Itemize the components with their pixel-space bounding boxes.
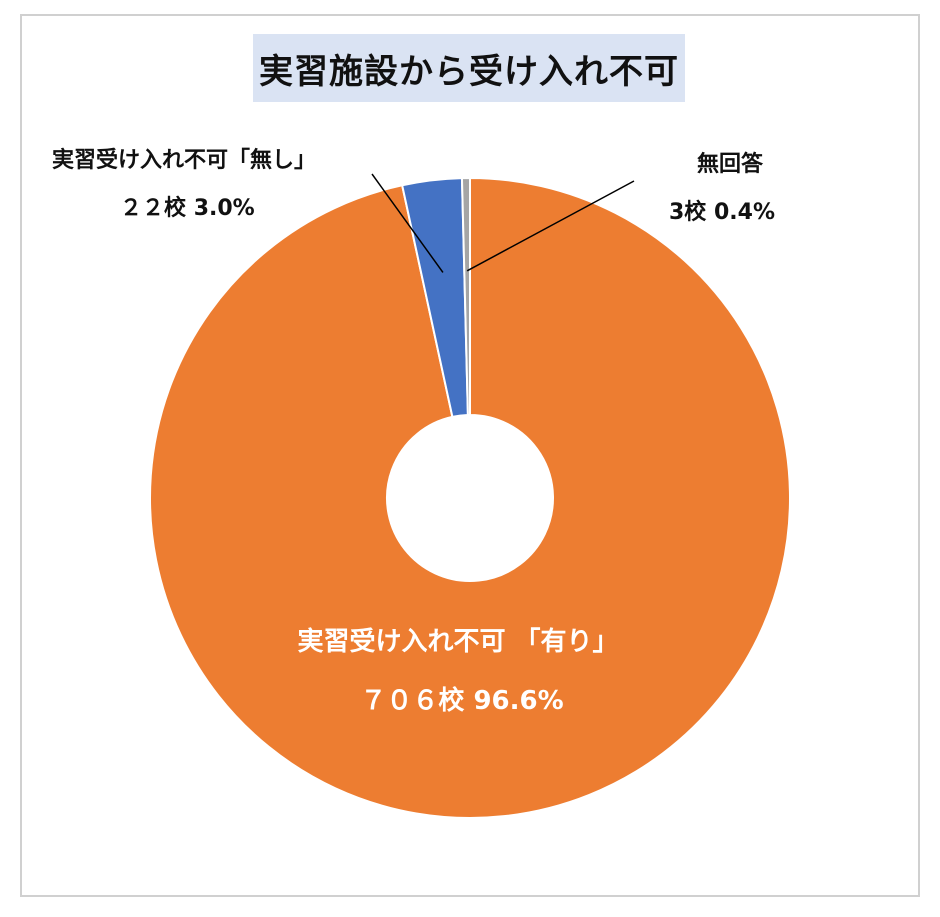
label-none-value: ２２校 3.0%: [120, 190, 255, 222]
label-yes-value: ７０６校 96.6%: [360, 680, 563, 717]
label-yes-name: 実習受け入れ不可 「有り」: [297, 627, 619, 657]
label-none-percent: 3.0%: [193, 196, 255, 221]
slice-na: [460, 176, 471, 417]
label-yes-count: ７０６校: [360, 686, 465, 716]
label-na-count: 3校: [669, 200, 707, 225]
chart-title-box: 実習施設から受け入れ不可: [253, 34, 685, 102]
leader-line-na: [466, 180, 635, 272]
label-yes-percent: 96.6%: [473, 686, 564, 716]
label-na-name: 無回答: [697, 152, 764, 177]
label-none-name: 実習受け入れ不可「無し」: [52, 148, 317, 173]
label-none-count: ２２校: [120, 196, 187, 221]
slice-yes: [149, 176, 791, 819]
label-na-percent: 0.4%: [713, 200, 775, 225]
label-na-value: 3校 0.4%: [669, 194, 775, 226]
leader-line-none: [371, 173, 444, 273]
chart-title: 実習施設から受け入れ不可: [259, 51, 679, 92]
